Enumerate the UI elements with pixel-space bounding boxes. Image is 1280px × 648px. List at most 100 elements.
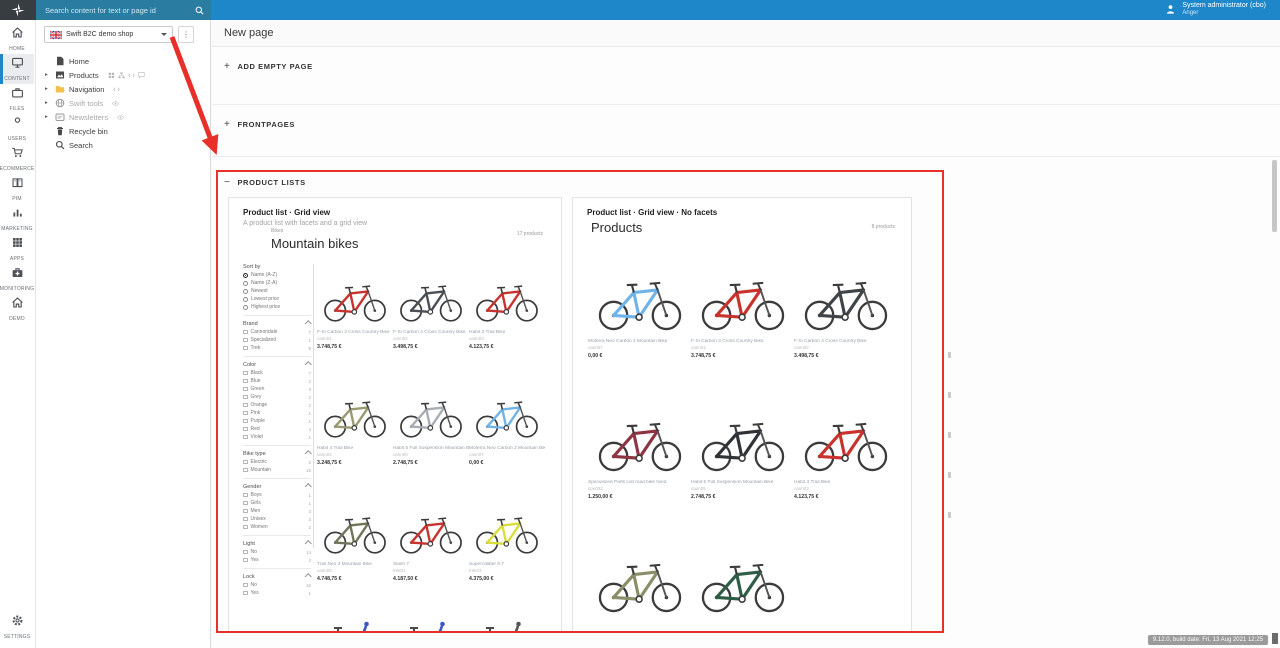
sidebar-item-apps[interactable]: APPS bbox=[0, 234, 34, 264]
checkbox-icon bbox=[243, 418, 248, 424]
caret-right-icon[interactable]: ▸ bbox=[45, 86, 48, 92]
caret-right-icon[interactable]: ▸ bbox=[45, 100, 48, 106]
sidebar-item-users[interactable]: USERS bbox=[0, 114, 34, 144]
sidebar-item-label: MARKETING bbox=[1, 225, 33, 232]
global-search[interactable] bbox=[36, 0, 211, 20]
facet-option: Pink 1 bbox=[243, 409, 311, 417]
facet-option: Girls 1 bbox=[243, 499, 311, 507]
code-icon bbox=[127, 72, 135, 79]
product-tile bbox=[691, 538, 794, 615]
gear-icon bbox=[11, 614, 24, 632]
product-tile: Habit 5 Full Suspension Mountain Bike can… bbox=[393, 384, 469, 466]
product-tile: Habit 5 Full Suspension Mountain Bike can… bbox=[691, 397, 794, 500]
product-name: F-Si Carbon 4 Cross Country Bike bbox=[794, 339, 867, 344]
product-image bbox=[469, 268, 545, 324]
product-price: 3.498,75 € bbox=[393, 344, 418, 350]
facet-option-count: 15 bbox=[305, 467, 311, 473]
product-sku: trek01 bbox=[393, 568, 406, 573]
checkbox-icon bbox=[243, 500, 248, 506]
product-sku: cann04 bbox=[317, 452, 332, 457]
sidebar-item-pim[interactable]: PIM bbox=[0, 174, 34, 204]
section-divider bbox=[212, 156, 1280, 157]
product-sku: cann03 bbox=[469, 336, 484, 341]
tree-item-home[interactable]: Home bbox=[36, 54, 210, 68]
sidebar-item-settings[interactable]: SETTINGS bbox=[0, 612, 34, 642]
facet-option-label: Yes bbox=[250, 590, 259, 596]
facet-option-count: 3 bbox=[308, 508, 311, 514]
preview-card-2[interactable]: Product list · Grid view · No facets Prod… bbox=[572, 197, 912, 633]
search-input[interactable] bbox=[43, 4, 191, 16]
facet-option-label: Yes bbox=[250, 557, 259, 563]
product-image bbox=[393, 384, 469, 440]
product-name: Slash 7 bbox=[393, 562, 409, 567]
user-menu[interactable]: System administrator (cbo) Anger bbox=[1165, 2, 1266, 17]
user-area: Anger bbox=[1182, 10, 1199, 16]
tree-item-swift-tools[interactable]: ▸ Swift tools bbox=[36, 96, 210, 110]
pinwheel-logo-icon bbox=[11, 3, 25, 17]
product-tile: F-Si Carbon 3 Cross Country Bike cann01 3.… bbox=[691, 256, 794, 359]
chevron-up-icon bbox=[304, 573, 311, 580]
sidebar-item-content[interactable]: CONTENT bbox=[0, 54, 34, 84]
product-tile: Trail Neo 3 Mountain Bike cann08 4.748,75 … bbox=[317, 500, 393, 582]
sidebar-item-label: PIM bbox=[12, 195, 22, 202]
tree-menu-button[interactable]: ⋮ bbox=[178, 26, 194, 43]
caret-right-icon[interactable]: ▸ bbox=[45, 114, 48, 120]
facet-option-label: Cannondale bbox=[250, 329, 278, 335]
facet-option-count: 1 bbox=[308, 418, 311, 424]
product-price: 0,00 € bbox=[469, 460, 484, 466]
tree-item-recycle-bin[interactable]: Recycle bin bbox=[36, 124, 210, 138]
tree-item-navigation[interactable]: ▸ Navigation bbox=[36, 82, 210, 96]
preview-card-1[interactable]: Product list · Grid view A product list w… bbox=[228, 197, 562, 633]
sidebar-item-files[interactable]: FILES bbox=[0, 84, 34, 114]
tree-item-label: Search bbox=[69, 140, 93, 150]
facet-option: Green 3 bbox=[243, 385, 311, 393]
grid-icon bbox=[11, 236, 24, 254]
product-image bbox=[588, 256, 691, 333]
section-product-lists[interactable]: − PRODUCT LISTS bbox=[224, 176, 306, 188]
facet-option-count: 4 bbox=[308, 426, 311, 432]
chevron-up-icon bbox=[304, 361, 311, 368]
site-selector[interactable]: Swift B2C demo shop bbox=[44, 26, 173, 43]
facet-option-label: Newest bbox=[251, 288, 268, 294]
user-icon bbox=[11, 116, 24, 134]
product-sku: spe002 bbox=[588, 486, 603, 491]
section-add-empty-page[interactable]: + ADD EMPTY PAGE bbox=[224, 61, 313, 71]
product-tile: F-Si Carbon 4 Cross Country Bike cann02 3.… bbox=[794, 256, 897, 359]
product-tile: Specialized Parts List road bike fixed sp… bbox=[588, 397, 691, 500]
scrollbar-thumb[interactable] bbox=[1272, 160, 1277, 232]
product-tile: F-Si Carbon 4 Cross Country Bike cann02 3.… bbox=[393, 268, 469, 350]
chevron-up-icon bbox=[304, 540, 311, 547]
facet-option: Name (Z-A) bbox=[243, 279, 311, 287]
facet-panel: Sort by Name (A-Z) Name (Z-A) Newest Lowest … bbox=[243, 262, 311, 597]
sidebar-item-marketing[interactable]: MARKETING bbox=[0, 204, 34, 234]
search-icon[interactable] bbox=[195, 6, 204, 15]
tree-item-search[interactable]: Search bbox=[36, 138, 210, 152]
sidebar-item-home[interactable]: HOME bbox=[0, 24, 34, 54]
facet-option-label: Men bbox=[250, 508, 261, 514]
card-title: Product list · Grid view bbox=[243, 208, 331, 217]
facet-option-label: No bbox=[250, 582, 257, 588]
facet-option-label: Blue bbox=[250, 378, 261, 384]
checkbox-icon bbox=[243, 402, 248, 408]
product-image bbox=[794, 397, 897, 474]
product-image bbox=[794, 256, 897, 333]
facet-option-label: Orange bbox=[250, 402, 268, 408]
product-image bbox=[588, 397, 691, 474]
sidebar-item-ecommerce[interactable]: ECOMMERCE bbox=[0, 144, 34, 174]
preview-heading: Mountain bikes bbox=[271, 236, 359, 251]
sidebar-item-demo[interactable]: DEMO bbox=[0, 294, 34, 324]
checkbox-icon bbox=[243, 590, 248, 596]
tree-item-products[interactable]: ▸ Products bbox=[36, 68, 210, 82]
tree-item-newsletters[interactable]: ▸ Newsletters bbox=[36, 110, 210, 124]
sidebar-item-label: SETTINGS bbox=[3, 633, 31, 640]
sidebar-item-monitoring[interactable]: MONITORING bbox=[0, 264, 34, 294]
checkbox-icon bbox=[243, 410, 248, 416]
collapse-icon: − bbox=[224, 176, 231, 188]
sidebar-item-label: MONITORING bbox=[0, 285, 35, 292]
product-image bbox=[317, 616, 393, 632]
section-frontpages[interactable]: + FRONTPAGES bbox=[224, 119, 295, 129]
app-logo[interactable] bbox=[0, 0, 36, 20]
facet-option-count: 2 bbox=[308, 378, 311, 384]
caret-right-icon[interactable]: ▸ bbox=[45, 72, 48, 78]
facet-option: Yes 1 bbox=[243, 589, 311, 597]
